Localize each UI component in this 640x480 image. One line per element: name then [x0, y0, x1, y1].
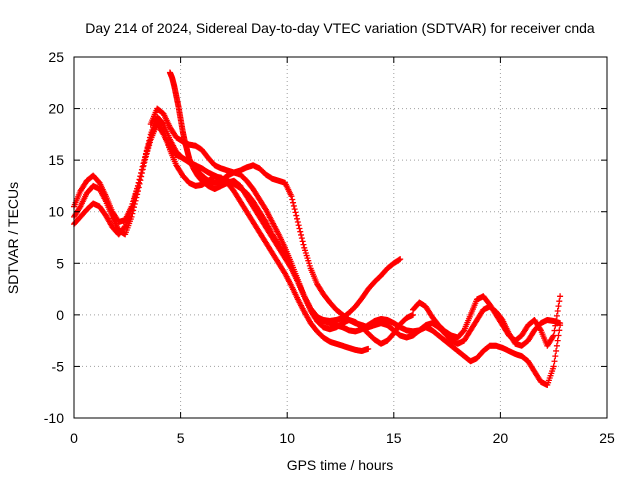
data-point-marker — [129, 210, 136, 217]
y-tick-label: 5 — [56, 255, 64, 271]
data-point-marker — [138, 173, 145, 180]
data-point-marker — [553, 312, 560, 319]
data-point-marker — [300, 241, 307, 248]
data-point-marker — [297, 228, 304, 235]
data-point-marker — [290, 199, 297, 206]
data-point-marker — [146, 142, 153, 149]
data-point-marker — [397, 256, 404, 263]
data-point-marker — [130, 207, 137, 214]
satellite-track-4 — [147, 105, 564, 349]
chart-title: Day 214 of 2024, Sidereal Day-to-day VTE… — [85, 20, 595, 36]
data-point-marker — [551, 358, 558, 365]
x-tick-label: 25 — [599, 430, 615, 446]
y-tick-label: 20 — [48, 101, 64, 117]
data-point-marker — [295, 222, 302, 229]
data-point-marker — [128, 213, 135, 220]
data-point-marker — [139, 166, 146, 173]
data-point-marker — [557, 293, 564, 300]
data-point-marker — [293, 212, 300, 219]
satellite-track-2 — [71, 113, 404, 325]
y-tick-label: 25 — [48, 49, 64, 65]
data-point-marker — [298, 231, 305, 238]
data-point-marker — [142, 156, 149, 163]
data-point-marker — [296, 225, 303, 232]
y-tick-label: 0 — [56, 307, 64, 323]
data-point-marker — [550, 332, 557, 339]
satellite-track-5 — [166, 69, 564, 388]
x-tick-label: 20 — [493, 430, 509, 446]
data-point-marker — [550, 363, 557, 370]
data-point-marker — [132, 197, 139, 204]
data-point-marker — [135, 184, 142, 191]
data-point-marker — [299, 238, 306, 245]
data-point-marker — [292, 209, 299, 216]
data-point-marker — [134, 191, 141, 198]
data-point-marker — [140, 162, 147, 169]
data-point-marker — [290, 202, 297, 209]
data-point-marker — [143, 150, 150, 157]
x-axis-title: GPS time / hours — [287, 457, 394, 473]
data-point-marker — [294, 215, 301, 222]
x-tick-label: 10 — [279, 430, 295, 446]
y-axis-title: SDTVAR / TECUs — [5, 182, 21, 294]
satellite-track-3 — [71, 121, 416, 347]
data-point-marker — [291, 206, 298, 213]
y-tick-label: 10 — [48, 204, 64, 220]
x-tick-label: 0 — [70, 430, 78, 446]
data-point-marker — [134, 188, 141, 195]
data-point-marker — [294, 219, 301, 226]
data-point-marker — [554, 337, 561, 344]
x-tick-label: 5 — [177, 430, 185, 446]
data-point-marker — [144, 147, 151, 154]
data-point-marker — [131, 200, 138, 207]
data-points — [71, 69, 564, 388]
data-point-marker — [288, 193, 295, 200]
y-tick-label: -5 — [52, 358, 65, 374]
data-point-marker — [549, 333, 556, 340]
data-point-marker — [553, 342, 560, 349]
y-tick-labels: -10 -5 0 5 10 15 20 25 — [44, 49, 64, 426]
plot-frame — [73, 56, 608, 419]
data-point-marker — [133, 194, 140, 201]
data-point-marker — [289, 196, 296, 203]
data-point-marker — [136, 180, 143, 187]
data-point-marker — [553, 347, 560, 354]
data-point-marker — [130, 204, 137, 211]
data-point-marker — [553, 317, 560, 324]
data-point-marker — [409, 311, 416, 318]
data-point-marker — [554, 307, 561, 314]
data-point-marker — [537, 326, 544, 333]
x-tick-labels: 0 5 10 15 20 25 — [70, 430, 615, 446]
x-tick-label: 15 — [386, 430, 402, 446]
data-point-marker — [298, 235, 305, 242]
data-point-marker — [551, 327, 558, 334]
y-tick-label: -10 — [44, 410, 64, 426]
y-tick-label: 15 — [48, 152, 64, 168]
data-point-marker — [146, 139, 153, 146]
data-point-marker — [138, 170, 145, 177]
grid — [74, 57, 607, 418]
data-point-marker — [145, 145, 152, 152]
data-point-marker — [142, 153, 149, 160]
data-point-marker — [365, 345, 372, 352]
data-point-marker — [552, 353, 559, 360]
data-point-marker — [552, 322, 559, 329]
data-point-marker — [556, 298, 563, 305]
data-point-marker — [137, 177, 144, 184]
data-point-marker — [141, 159, 148, 166]
data-point-marker — [555, 303, 562, 310]
axis-ticks — [73, 56, 608, 419]
satellite-track-6 — [409, 293, 564, 349]
